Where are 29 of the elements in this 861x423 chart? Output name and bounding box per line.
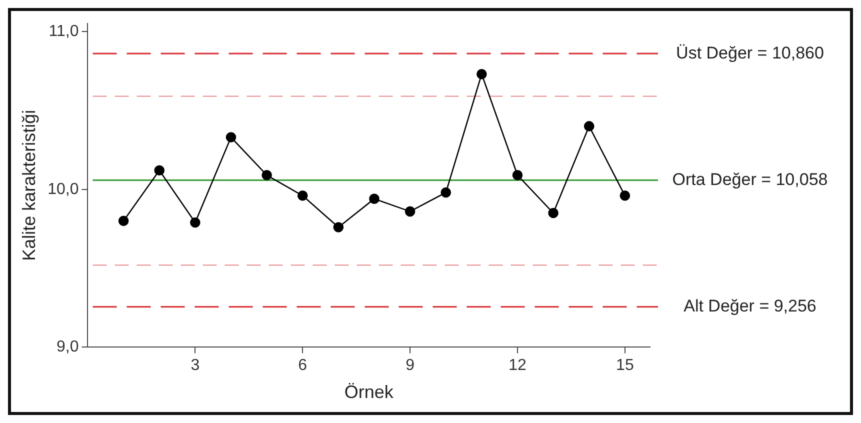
- point: [476, 68, 487, 80]
- point: [620, 190, 630, 201]
- x-tick-label: 15: [616, 357, 634, 374]
- point: [118, 216, 129, 226]
- x-tick-label: 6: [298, 357, 308, 374]
- y-tick-label: 9,0: [56, 338, 79, 356]
- point: [226, 132, 236, 142]
- point: [297, 190, 308, 201]
- x-axis-title: Örnek: [344, 382, 394, 402]
- point: [440, 187, 452, 198]
- point: [262, 170, 272, 180]
- ref-line-label: Alt Değer = 9,256: [684, 296, 816, 316]
- ref-line-label: Orta Değer = 10,058: [672, 170, 828, 189]
- x-tick-label: 12: [508, 357, 526, 374]
- point: [369, 194, 380, 204]
- x-tick-label: 9: [406, 357, 415, 374]
- y-axis-title: Kalite karakteristiği: [18, 110, 39, 261]
- ref-line-label: Üst Değer = 10,860: [676, 43, 824, 62]
- point: [404, 206, 416, 217]
- frame: Örnek Kalite karakteristiği 3 6 9 12 15 9,0 10,0 11,0 Üst Değer = 10,860 Orta Değer = 10,058 Alt Değer = 9,256: [8, 8, 853, 415]
- x-tick-label: 3: [190, 357, 200, 374]
- point: [584, 121, 594, 132]
- point: [333, 222, 344, 232]
- point: [154, 165, 165, 176]
- point: [512, 170, 523, 180]
- point: [548, 208, 558, 218]
- y-tick-label: 11,0: [48, 22, 79, 40]
- point: [190, 217, 200, 228]
- y-tick-label: 10,0: [48, 180, 79, 198]
